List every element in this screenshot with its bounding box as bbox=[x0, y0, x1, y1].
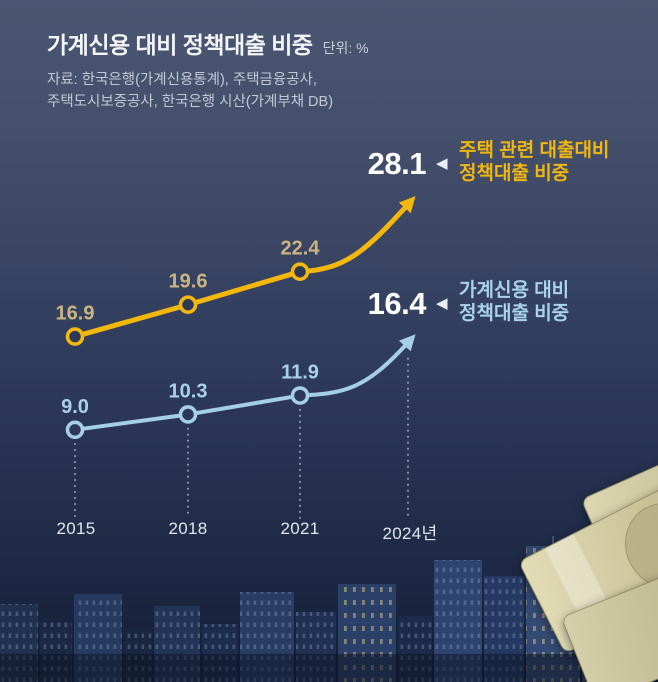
value-label: 10.3 bbox=[169, 380, 208, 402]
value-label: 19.6 bbox=[169, 271, 208, 293]
series-line bbox=[73, 334, 416, 432]
x-axis-label-2018: 2018 bbox=[168, 519, 208, 538]
data-point bbox=[178, 295, 198, 315]
x-axis-label-2015: 2015 bbox=[56, 519, 96, 538]
housing-series-final-value: 28.1 bbox=[367, 146, 427, 181]
data-point bbox=[290, 386, 310, 405]
housing-series-label-line1: 주택 관련 대출대비 bbox=[459, 140, 610, 161]
unit-label: 단위: % bbox=[322, 40, 369, 56]
x-axis-label-2024: 2024년 bbox=[382, 524, 438, 543]
housing-pointer-icon: ◀ bbox=[436, 155, 448, 172]
value-label: 9.0 bbox=[61, 396, 89, 418]
value-label: 22.4 bbox=[281, 238, 321, 260]
x-axis-label-2021: 2021 bbox=[280, 519, 320, 538]
source-line-1: 자료: 한국은행(가계신용통계), 주택금융공사, bbox=[47, 72, 317, 88]
chart-header: 가계신용 대비 정책대출 비중 단위: % 자료: 한국은행(가계신용통계), … bbox=[47, 26, 369, 114]
household-series-label-line1: 가계신용 대비 bbox=[459, 280, 570, 301]
source-line-2: 주택도시보증공사, 한국은행 시산(가계부채 DB) bbox=[47, 94, 334, 111]
household-pointer-icon: ◀ bbox=[436, 295, 448, 312]
banknotes-illustration: 50000 bbox=[470, 404, 658, 682]
data-point bbox=[290, 262, 310, 281]
household-series-label: 가계신용 대비 정책대출 비중 bbox=[459, 279, 569, 325]
housing-series-label: 주택 관련 대출대비 정책대출 비중 bbox=[459, 139, 609, 185]
data-point bbox=[65, 327, 85, 346]
chart-title: 가계신용 대비 정책대출 비중 bbox=[47, 32, 313, 58]
value-label: 16.9 bbox=[56, 303, 95, 325]
household-series-label-line2: 정책대출 비중 bbox=[459, 303, 570, 325]
data-point bbox=[178, 405, 198, 424]
housing-series-label-line2: 정책대출 비중 bbox=[459, 163, 570, 185]
household-series-final-value: 16.4 bbox=[367, 286, 427, 321]
data-point bbox=[65, 420, 85, 440]
value-label: 11.9 bbox=[281, 362, 319, 384]
